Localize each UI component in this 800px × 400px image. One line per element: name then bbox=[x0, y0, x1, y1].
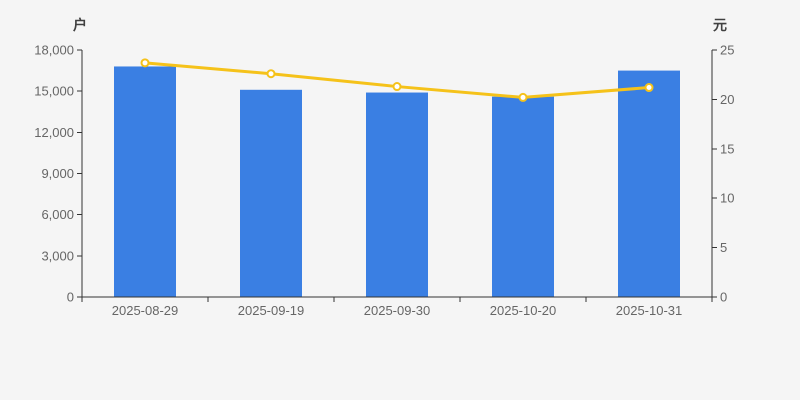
right-axis-tick-label: 10 bbox=[720, 191, 734, 206]
left-axis-tick-label: 9,000 bbox=[41, 166, 74, 181]
left-axis-tick-label: 15,000 bbox=[34, 84, 74, 99]
right-axis-title: 元 bbox=[713, 17, 727, 33]
x-axis-category-label: 2025-09-19 bbox=[238, 303, 305, 318]
left-axis-tick-label: 0 bbox=[67, 290, 74, 305]
right-axis-tick-label: 0 bbox=[720, 290, 727, 305]
line-point-2025-10-20[interactable] bbox=[518, 92, 528, 102]
left-axis-tick-label: 12,000 bbox=[34, 125, 74, 140]
line-point-2025-10-31[interactable] bbox=[644, 83, 654, 93]
bar-2025-09-30[interactable] bbox=[366, 92, 428, 298]
left-axis-tick-label: 6,000 bbox=[41, 207, 74, 222]
bar-2025-10-20[interactable] bbox=[492, 96, 554, 298]
right-axis-tick-label: 20 bbox=[720, 92, 734, 107]
left-axis-title: 户 bbox=[73, 17, 87, 33]
bar-2025-10-31[interactable] bbox=[618, 70, 680, 297]
x-axis-category-label: 2025-10-31 bbox=[616, 303, 683, 318]
x-axis-category-label: 2025-08-29 bbox=[112, 303, 179, 318]
axes-layer: 0 3,000 6,000 9,000 12,000 15,000 18,000 0 5 10 15… bbox=[34, 43, 734, 319]
series-layer bbox=[114, 58, 680, 298]
bar-2025-09-19[interactable] bbox=[240, 89, 302, 298]
line-point-2025-09-19[interactable] bbox=[266, 69, 276, 79]
left-axis-tick-label: 3,000 bbox=[41, 248, 74, 263]
right-axis-tick-label: 5 bbox=[720, 240, 727, 255]
left-axis-tick-label: 18,000 bbox=[34, 43, 74, 58]
x-axis-category-label: 2025-10-20 bbox=[490, 303, 557, 318]
right-axis-tick-label: 25 bbox=[720, 43, 734, 58]
right-axis-tick-label: 15 bbox=[720, 141, 734, 156]
price-line[interactable] bbox=[143, 61, 651, 99]
x-axis-category-label: 2025-09-30 bbox=[364, 303, 431, 318]
line-point-2025-09-30[interactable] bbox=[392, 82, 402, 92]
line-point-2025-08-29[interactable] bbox=[140, 58, 150, 68]
bar-2025-08-29[interactable] bbox=[114, 66, 176, 297]
